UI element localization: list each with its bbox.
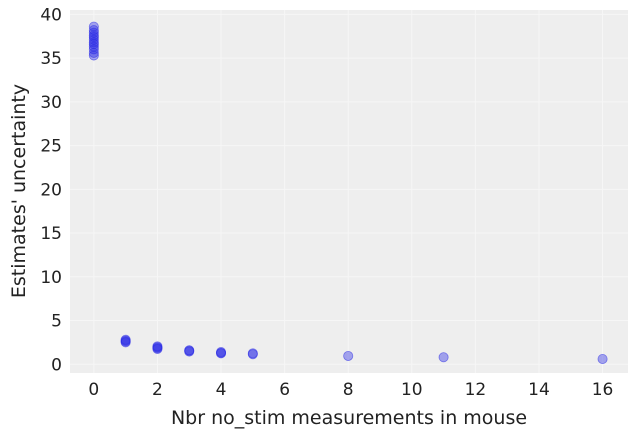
x-tick-label: 10 xyxy=(401,380,423,400)
x-tick-label: 16 xyxy=(592,380,614,400)
x-axis-label: Nbr no_stim measurements in mouse xyxy=(171,407,527,429)
x-tick-label: 14 xyxy=(528,380,550,400)
data-point xyxy=(88,39,99,50)
data-point xyxy=(152,343,163,354)
x-tick-label: 6 xyxy=(279,380,290,400)
plot-area-background xyxy=(70,10,628,373)
y-tick-label: 5 xyxy=(51,312,62,332)
data-point xyxy=(88,47,99,58)
data-point xyxy=(216,348,227,359)
data-point xyxy=(88,32,99,43)
data-point xyxy=(343,350,354,361)
data-point xyxy=(597,354,608,365)
y-tick-label: 15 xyxy=(40,224,62,244)
y-tick-label: 30 xyxy=(40,93,62,113)
data-point xyxy=(88,50,99,61)
data-points xyxy=(88,21,608,365)
data-point xyxy=(88,25,99,36)
x-tick-label: 0 xyxy=(88,380,99,400)
data-point xyxy=(120,337,131,348)
data-point xyxy=(247,349,258,360)
x-tick-label: 4 xyxy=(216,380,227,400)
y-tick-label: 10 xyxy=(40,268,62,288)
y-tick-label: 35 xyxy=(40,49,62,69)
x-tick-label: 12 xyxy=(465,380,487,400)
y-tick-label: 40 xyxy=(40,5,62,25)
y-tick-label: 0 xyxy=(51,355,62,375)
x-tick-labels: 0 2 4 6 8 10 12 14 16 xyxy=(88,380,613,400)
y-tick-label: 25 xyxy=(40,137,62,157)
x-tick-label: 2 xyxy=(152,380,163,400)
y-tick-label: 20 xyxy=(40,180,62,200)
grid-lines xyxy=(70,10,628,373)
data-point xyxy=(184,346,195,357)
data-point xyxy=(438,352,449,363)
x-tick-label: 8 xyxy=(343,380,354,400)
y-tick-labels: 0 5 10 15 20 25 30 35 40 xyxy=(40,5,62,375)
y-axis-label: Estimates' uncertainty xyxy=(8,84,30,298)
